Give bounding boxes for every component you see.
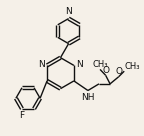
Text: N: N: [76, 60, 82, 69]
Text: N: N: [39, 60, 45, 69]
Text: O: O: [102, 66, 109, 75]
Text: N: N: [65, 7, 72, 16]
Text: NH: NH: [82, 93, 95, 102]
Text: CH₃: CH₃: [92, 60, 108, 69]
Text: CH₃: CH₃: [125, 62, 141, 71]
Text: F: F: [19, 111, 24, 120]
Text: O: O: [116, 67, 123, 76]
